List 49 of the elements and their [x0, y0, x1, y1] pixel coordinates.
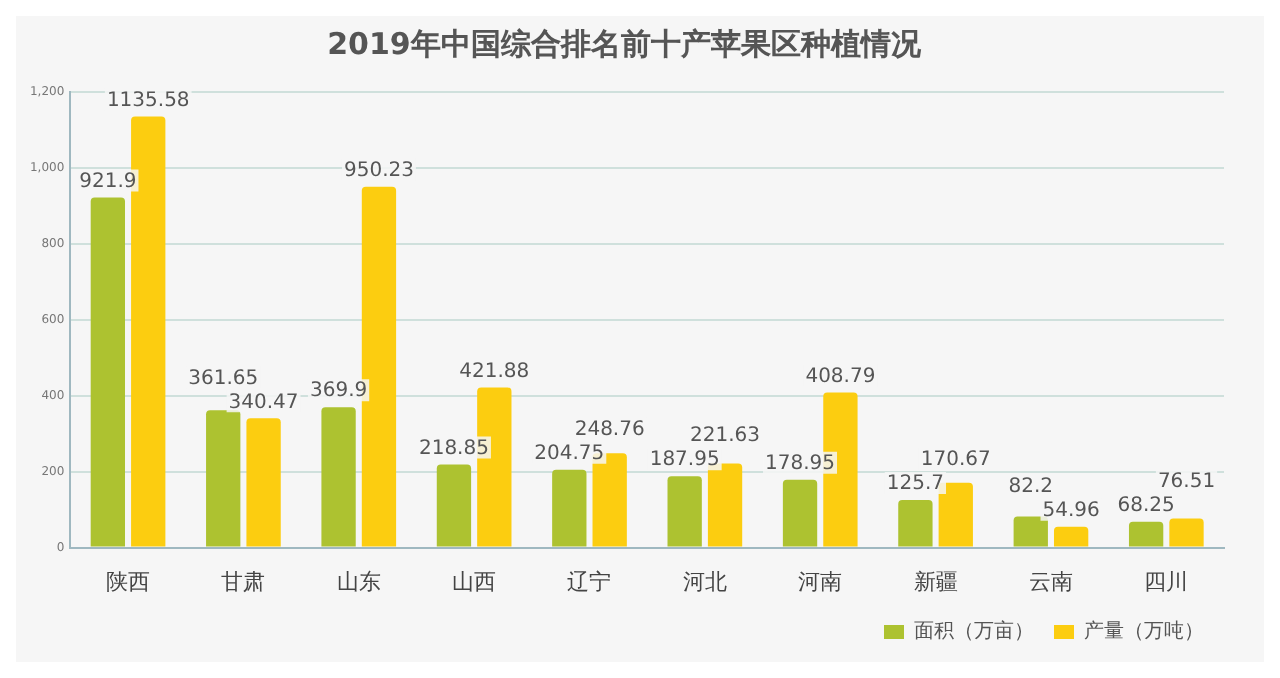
data-label: 218.85 [418, 437, 489, 460]
x-tick-label: 云南 [1028, 568, 1073, 595]
data-label: 187.95 [649, 449, 720, 472]
data-label: 369.9 [309, 380, 368, 403]
bar [898, 499, 933, 547]
data-label: 68.25 [1117, 494, 1175, 517]
bar [552, 469, 587, 547]
bar [131, 116, 166, 547]
x-tick-label: 山东 [336, 568, 381, 595]
bar [938, 482, 973, 547]
bar [436, 464, 472, 547]
x-tick-label: 辽宁 [567, 568, 612, 595]
data-label: 248.76 [574, 419, 645, 442]
bar [1128, 521, 1164, 547]
data-label: 54.96 [1042, 499, 1100, 522]
bar [90, 197, 126, 547]
x-tick-label: 新疆 [913, 568, 958, 595]
bar [246, 418, 281, 547]
bar [707, 463, 743, 547]
data-label: 204.75 [534, 443, 605, 466]
data-label: 178.95 [765, 452, 836, 475]
bar [1169, 518, 1204, 547]
x-tick-label: 陕西 [106, 568, 151, 595]
x-tick-label: 河南 [798, 568, 843, 595]
data-label: 221.63 [690, 425, 761, 448]
x-tick-label: 河北 [682, 568, 727, 595]
data-label: 361.65 [188, 367, 259, 390]
data-label: 170.67 [920, 449, 991, 472]
data-label: 950.23 [343, 160, 414, 183]
bar [1053, 526, 1089, 547]
data-label: 408.79 [805, 365, 876, 388]
x-tick-label: 山西 [452, 568, 497, 595]
legend-label: 面积（万亩） [914, 619, 1034, 644]
bar [206, 410, 241, 547]
data-label: 76.51 [1157, 470, 1216, 493]
x-tick-label: 四川 [1144, 568, 1189, 595]
data-label: 421.88 [459, 360, 530, 383]
bar [321, 407, 356, 547]
legend-label: 产量（万吨） [1084, 619, 1204, 644]
data-label: 82.2 [1008, 475, 1054, 498]
data-label: 340.47 [228, 391, 299, 414]
bar [782, 479, 818, 547]
bar [1013, 516, 1048, 547]
data-label: 921.9 [79, 170, 137, 193]
x-tick-label: 甘肃 [221, 568, 266, 595]
bar [667, 476, 702, 547]
data-label: 1135.58 [106, 89, 190, 112]
data-label: 125.7 [886, 473, 945, 496]
chart-title: 2019年中国综合排名前十产苹果区种植情况 [327, 25, 923, 62]
